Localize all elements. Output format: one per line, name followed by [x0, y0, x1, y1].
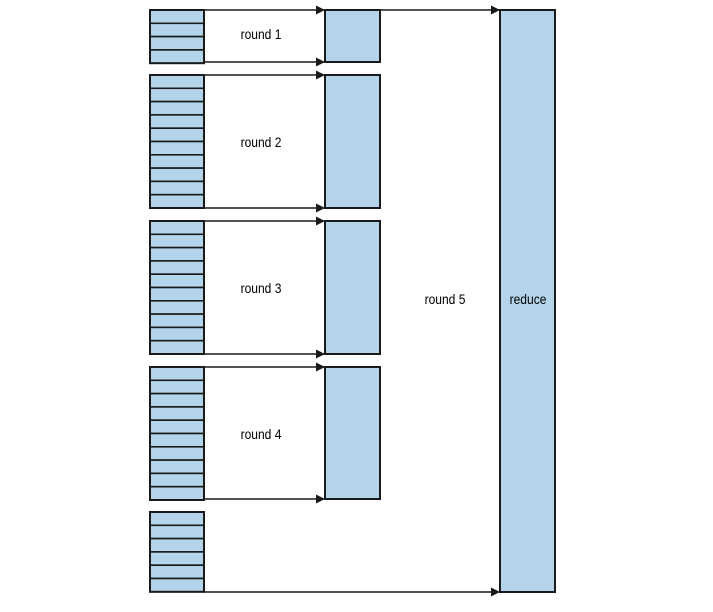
record-segment	[149, 167, 205, 183]
round-4-result-box	[324, 366, 381, 500]
record-segment	[149, 273, 205, 289]
round-5-label: round 5	[424, 291, 466, 307]
input-stacks	[149, 9, 205, 593]
round-3-label: round 3	[240, 280, 282, 296]
record-segment	[149, 100, 205, 116]
record-segment	[149, 459, 205, 475]
record-segment	[149, 485, 205, 501]
round-1-result-box	[324, 9, 381, 63]
stack-5	[149, 511, 205, 593]
record-segment	[149, 22, 205, 38]
stack-outline	[149, 220, 205, 355]
record-segment	[149, 114, 205, 130]
record-segment	[149, 193, 205, 209]
record-segment	[149, 379, 205, 395]
record-segment	[149, 260, 205, 275]
record-segment	[149, 9, 205, 25]
record-segment	[149, 366, 205, 382]
stack-outline	[149, 74, 205, 209]
record-segment	[149, 472, 205, 488]
round-2-label: round 2	[240, 134, 282, 150]
round-1-label: round 1	[240, 26, 282, 42]
stack-3	[149, 220, 205, 355]
record-segment	[149, 154, 205, 169]
record-segment	[149, 180, 205, 196]
record-segment	[149, 49, 205, 65]
record-segment	[149, 392, 205, 408]
round-2-result-box	[324, 74, 381, 209]
record-segment	[149, 551, 205, 567]
record-segment	[149, 564, 205, 580]
round-4-label: round 4	[240, 426, 282, 442]
intermediate-boxes	[324, 9, 556, 593]
record-segment	[149, 326, 205, 342]
arrows	[204, 5, 500, 597]
record-segment	[149, 127, 205, 143]
record-segment	[149, 339, 205, 355]
record-segment	[149, 74, 205, 90]
record-segment	[149, 537, 205, 553]
record-segment	[149, 233, 205, 249]
record-segment	[149, 140, 205, 156]
stack-outline	[149, 9, 205, 65]
record-segment	[149, 286, 205, 302]
record-segment	[149, 432, 205, 448]
stack-outline	[149, 366, 205, 501]
reduce-box	[499, 9, 556, 593]
record-segment	[149, 511, 205, 527]
stack-4	[149, 366, 205, 501]
record-segment	[149, 577, 205, 593]
record-segment	[149, 419, 205, 435]
record-segment	[149, 35, 205, 51]
record-segment	[149, 524, 205, 540]
record-segment	[149, 313, 205, 329]
record-segment	[149, 87, 205, 103]
record-segment	[149, 406, 205, 421]
record-segment	[149, 445, 205, 461]
round-3-result-box	[324, 220, 381, 355]
stack-outline	[149, 511, 205, 593]
stack-1	[149, 9, 205, 65]
record-segment	[149, 299, 205, 315]
record-segment	[149, 220, 205, 236]
record-segment	[149, 246, 205, 262]
reduce-label: reduce	[509, 291, 547, 307]
stack-2	[149, 74, 205, 209]
